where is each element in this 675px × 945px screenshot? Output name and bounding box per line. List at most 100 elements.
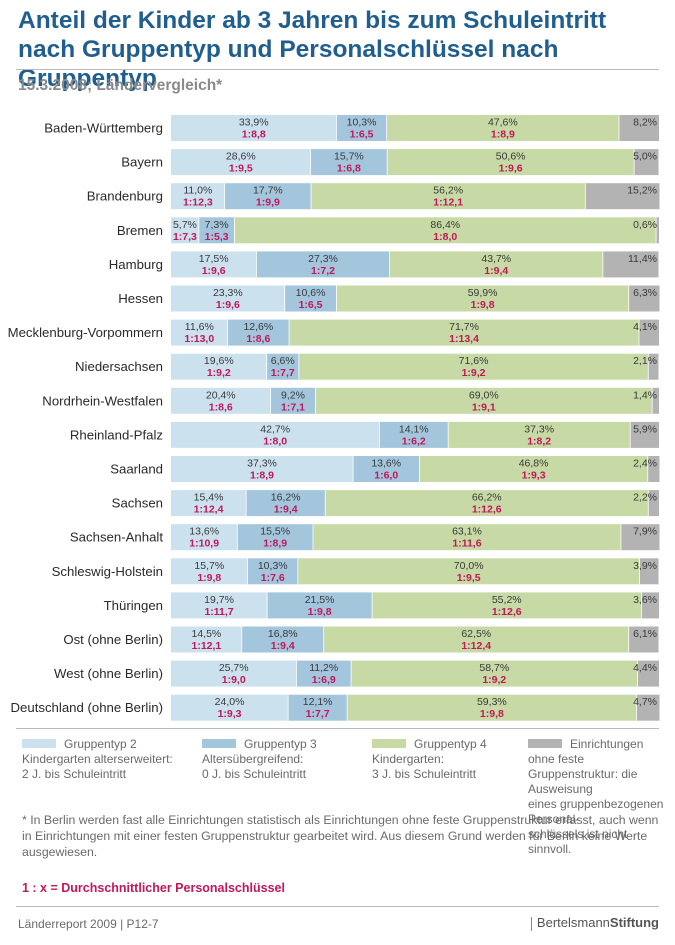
ratio-label: 1:7,7 [271, 367, 295, 379]
ratio-label: 1:6,8 [337, 163, 361, 175]
legend-item-other: Einrichtungen ohne feste Gruppenstruktur… [528, 737, 668, 857]
percent-label: 3,9% [633, 560, 657, 572]
chart-title: Anteil der Kinder ab 3 Jahren bis zum Sc… [18, 7, 607, 92]
ratio-label: 1:9,3 [218, 708, 242, 720]
bar-segment [171, 421, 380, 448]
percent-label: 7,9% [633, 526, 657, 538]
percent-label: 19,7% [204, 594, 234, 606]
row-label: Brandenburg [87, 189, 163, 204]
legend-name: Einrichtungen ohne feste [528, 737, 644, 766]
ratio-label: 1:9,8 [308, 606, 332, 618]
bar-segment [171, 456, 354, 482]
bar-segment [628, 626, 659, 653]
percent-label: 47,6% [488, 117, 518, 129]
bar-segment [648, 490, 659, 517]
percent-label: 33,9% [239, 117, 269, 129]
ratio-label: 1:9,0 [222, 674, 246, 686]
bar-segment [171, 592, 268, 619]
percent-label: 17,5% [199, 253, 229, 265]
bar-segment [171, 558, 248, 585]
ratio-label: 1:9,8 [480, 708, 504, 720]
ratio-label: 1:9,4 [274, 504, 298, 516]
bar-segment [372, 592, 642, 619]
percent-label: 7,3% [205, 219, 229, 231]
percent-label: 66,2% [472, 492, 502, 504]
legend-item-typ3: Gruppentyp 3 Altersübergreifend: 0 J. bi… [202, 737, 362, 782]
legend-desc: Altersübergreifend: [202, 752, 304, 766]
percent-label: 63,1% [452, 526, 482, 538]
ratio-label: 1:7,2 [311, 265, 335, 277]
bar-segment [171, 626, 242, 653]
legend-desc: Kindergarten alterserweitert: [22, 752, 173, 766]
ratio-key-note: 1 : x = Durchschnittlicher Personalschlü… [22, 881, 285, 895]
brand-name-part: Bertelsmann [536, 915, 610, 930]
brand-divider [530, 916, 532, 931]
legend-item-typ2: Gruppentyp 2 Kindergarten alterserweiter… [22, 737, 192, 782]
brand-name-part: Stiftung [609, 915, 659, 930]
percent-label: 46,8% [519, 458, 549, 470]
percent-label: 11,6% [185, 321, 214, 333]
percent-label: 19,6% [204, 355, 234, 367]
percent-label: 71,7% [449, 321, 479, 333]
ratio-label: 1:12,6 [492, 606, 522, 618]
row-label: Ost (ohne Berlin) [63, 632, 163, 647]
percent-label: 1,4% [633, 389, 657, 401]
percent-label: 11,2% [309, 662, 338, 674]
percent-label: 4,7% [633, 696, 657, 708]
bar-segment [284, 285, 337, 312]
bar-segment [256, 251, 390, 278]
bar-segment [315, 387, 653, 414]
bar-segment [171, 490, 247, 517]
bar-segment [171, 183, 225, 210]
row-label: Schleswig-Holstein [52, 564, 163, 579]
bar-segment [325, 490, 649, 517]
bar-segment [648, 353, 659, 380]
percent-label: 62,5% [461, 628, 491, 640]
bar-segment [171, 115, 337, 141]
row-label: Nordrhein-Westfalen [42, 393, 163, 408]
ratio-label: 1:7,7 [306, 708, 330, 720]
percent-label: 56,2% [433, 185, 463, 197]
bar-segment [638, 319, 659, 346]
bar-segment [419, 456, 648, 482]
brand-logo: BertelsmannStiftung [530, 915, 659, 931]
percent-label: 15,2% [627, 185, 657, 197]
ratio-label: 1:9,2 [462, 367, 486, 379]
ratio-label: 1:7,1 [281, 401, 305, 413]
percent-label: 27,3% [308, 253, 338, 265]
bar-segment [353, 456, 420, 482]
row-label: Deutschland (ohne Berlin) [11, 700, 163, 715]
bar-segment [310, 149, 388, 176]
ratio-label: 1:7,3 [173, 231, 197, 243]
ratio-label: 1:8,0 [263, 435, 287, 447]
percent-label: 15,4% [194, 492, 224, 504]
bar-segment [585, 183, 660, 210]
ratio-label: 1:8,9 [263, 538, 287, 550]
legend-swatch-other [528, 739, 562, 749]
chart-subtitle: 15.3.2008; Ländervergleich* [18, 77, 223, 94]
bar-segment [387, 149, 635, 176]
ratio-label: 1:9,1 [472, 401, 496, 413]
bar-segment [323, 626, 629, 653]
percent-label: 43,7% [481, 253, 511, 265]
percent-label: 71,6% [459, 355, 489, 367]
bar-segment [313, 524, 621, 551]
bar-segment [448, 421, 631, 448]
percent-label: 6,1% [633, 628, 657, 640]
bar-segment [336, 115, 387, 141]
percent-label: 5,0% [633, 151, 657, 163]
bar-segment [289, 319, 639, 346]
percent-label: 16,8% [268, 628, 298, 640]
bar-segment [336, 285, 629, 312]
ratio-label: 1:5,3 [205, 231, 229, 243]
source-label: Länderreport 2009 | P12-7 [18, 917, 159, 931]
legend-desc: eines gruppenbezogenen Personal- [528, 797, 664, 826]
bar-segment [267, 592, 373, 619]
legend-swatch-typ4 [372, 739, 406, 749]
bar-segment [270, 387, 316, 414]
percent-label: 5,9% [633, 423, 657, 435]
bar-segment [171, 694, 289, 721]
percent-label: 15,7% [334, 151, 364, 163]
bar-segment [198, 217, 235, 244]
stacked-bar-chart: Baden-Württemberg 33,9%1:8,810,3%1:6,547,… [8, 115, 660, 721]
